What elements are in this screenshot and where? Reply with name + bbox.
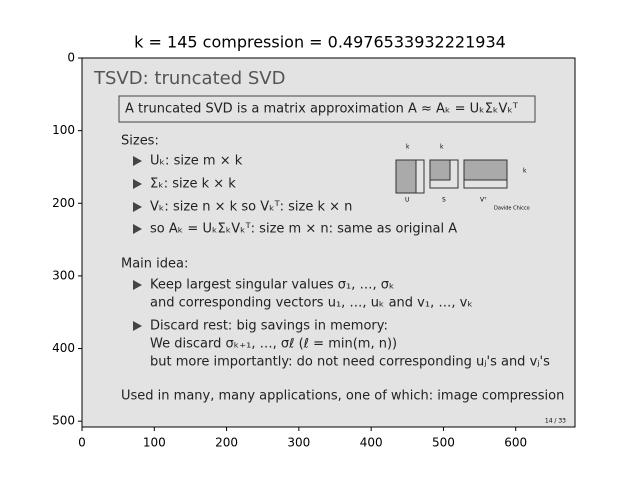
slide: TSVD: truncated SVD A truncated SVD is a… (93, 68, 566, 425)
x-tick-label: 200 (215, 436, 238, 450)
y-tick-label: 400 (52, 341, 75, 355)
size-item: Vₖ: size n × k so Vₖᵀ: size k × n (150, 200, 352, 215)
bullets (133, 156, 142, 331)
diagram-credit: Davide Chicco (494, 206, 530, 212)
size-item: Σₖ: size k × k (150, 177, 236, 192)
axes-frame (81, 57, 576, 428)
slide-image (82, 58, 575, 427)
footer: Used in many, many applications, one of … (121, 389, 564, 404)
main-point: but more importantly: do not need corres… (150, 355, 550, 370)
diagram-label: S (442, 197, 446, 204)
diagram-label: k (406, 144, 410, 151)
main-point: Discard rest: big savings in memory: (150, 319, 388, 334)
definition: A truncated SVD is a matrix approximatio… (125, 102, 519, 117)
chart-title: k = 145 compression = 0.4976533932221934 (134, 33, 506, 52)
x-tick-label: 500 (432, 436, 455, 450)
definition-box (118, 95, 536, 123)
y-tick-label: 500 (52, 414, 75, 428)
x-tick-label: 300 (287, 436, 310, 450)
y-tick-label: 0 (67, 51, 75, 65)
page-number: 14 / 33 (545, 418, 566, 425)
y-tick-label: 100 (52, 123, 75, 137)
main-point: and corresponding vectors u₁, …, uₖ and … (150, 296, 473, 311)
diagram-label: k (440, 144, 444, 151)
main-point: We discard σₖ₊₁, …, σℓ (ℓ = min(m, n)) (150, 337, 397, 352)
x-tick-label: 600 (504, 436, 527, 450)
main-point: Keep largest singular values σ₁, …, σₖ (150, 278, 395, 293)
y-tick-label: 200 (52, 196, 75, 210)
diagram-label: U (405, 197, 409, 204)
diagram-label: Vᵀ (480, 197, 487, 204)
x-tick-label: 100 (143, 436, 166, 450)
x-tick-label: 400 (360, 436, 383, 450)
diagram-label: k (523, 168, 527, 175)
sizes-heading: Sizes: (121, 134, 159, 149)
size-item: Uₖ: size m × k (150, 154, 243, 169)
size-item: so Aₖ = UₖΣₖVₖᵀ: size m × n: same as ori… (150, 222, 457, 237)
y-tick-label: 300 (52, 268, 75, 282)
x-tick-label: 0 (78, 436, 86, 450)
slide-title: TSVD: truncated SVD (93, 68, 285, 89)
main-heading: Main idea: (121, 257, 188, 272)
diagram (395, 159, 508, 194)
